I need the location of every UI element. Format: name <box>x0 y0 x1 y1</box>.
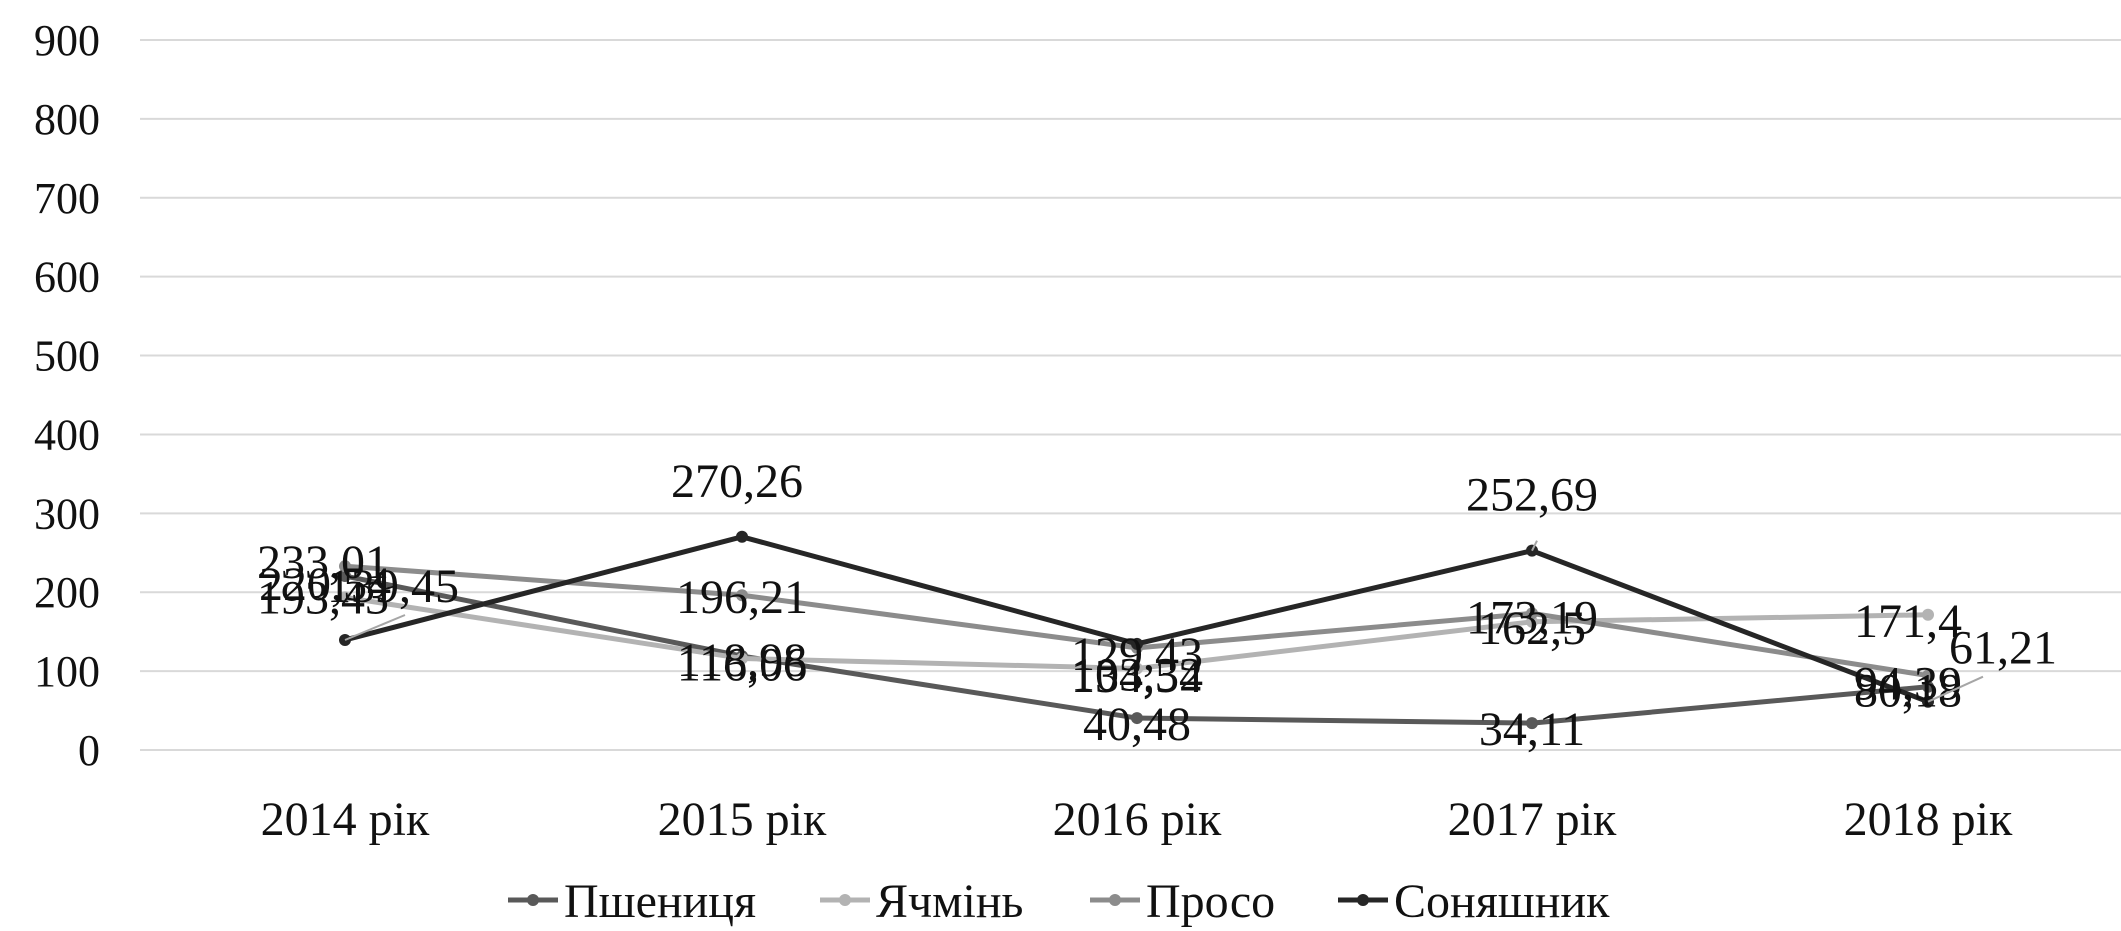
y-tick-label: 900 <box>34 16 100 65</box>
data-point <box>1526 615 1538 628</box>
data-label: 61,21 <box>1949 622 2057 675</box>
legend-item: Соняшник <box>1338 875 1610 928</box>
legend: Пшениця Ячмінь Просо Соняшник <box>508 875 1610 928</box>
data-label: 173,19 <box>1466 591 1598 644</box>
legend-label: Ячмінь <box>876 875 1023 928</box>
y-tick-label: 700 <box>34 174 100 223</box>
y-axis: 0 100 200 300 400 500 600 700 800 900 <box>34 16 100 775</box>
data-point <box>1922 669 1934 682</box>
y-tick-label: 300 <box>34 489 100 538</box>
data-point <box>1131 662 1143 675</box>
data-label: 220,54 <box>259 558 391 611</box>
gridlines <box>140 39 2121 751</box>
y-tick-label: 200 <box>34 568 100 617</box>
data-point <box>1131 637 1143 650</box>
data-point <box>339 560 351 573</box>
legend-label: Просо <box>1146 875 1275 928</box>
label-leader-line <box>1927 675 1984 703</box>
legend-marker <box>527 894 539 906</box>
data-point <box>1922 608 1934 621</box>
y-tick-label: 100 <box>34 647 100 696</box>
y-tick-label: 400 <box>34 410 100 459</box>
data-label: 103,32 <box>1071 648 1203 701</box>
data-label: 134,54 <box>1071 650 1203 703</box>
data-label: 80,18 <box>1854 665 1962 718</box>
data-point <box>1526 717 1538 730</box>
series <box>339 530 1934 730</box>
data-label: 162,5 <box>1478 602 1586 655</box>
data-point <box>1922 680 1934 693</box>
data-label: 34,11 <box>1479 703 1585 756</box>
data-label: 139,45 <box>327 560 459 613</box>
data-label: 129,43 <box>1071 628 1203 681</box>
x-tick-label: 2014 рік <box>261 793 430 846</box>
data-label: 252,69 <box>1466 469 1598 522</box>
x-tick-label: 2017 рік <box>1448 793 1617 846</box>
data-label: 116,06 <box>677 638 807 691</box>
legend-item: Пшениця <box>508 875 756 928</box>
y-tick-label: 500 <box>34 332 100 381</box>
y-tick-label: 800 <box>34 95 100 144</box>
data-point <box>736 530 748 543</box>
data-label: 171,4 <box>1854 595 1962 648</box>
y-tick-label: 0 <box>78 726 100 775</box>
data-label: 118,98 <box>677 634 807 687</box>
data-point <box>339 591 351 604</box>
legend-label: Соняшник <box>1394 875 1610 928</box>
series-1 <box>339 591 1934 675</box>
x-tick-label: 2018 рік <box>1844 793 2013 846</box>
y-tick-label: 600 <box>34 253 100 302</box>
x-axis: 2014 рік 2015 рік 2016 рік 2017 рік 2018 рік <box>261 793 2013 846</box>
legend-marker <box>1109 894 1121 906</box>
data-label: 40,48 <box>1083 698 1191 751</box>
legend-marker <box>1357 894 1369 906</box>
data-label: 193,43 <box>257 571 389 624</box>
legend-item: Просо <box>1090 875 1275 928</box>
data-point <box>736 652 748 665</box>
x-tick-label: 2016 рік <box>1053 793 1222 846</box>
data-label: 270,26 <box>671 455 803 508</box>
label-leader-line <box>1531 540 1538 552</box>
data-label: 233,01 <box>257 536 389 589</box>
legend-item: Ячмінь <box>820 875 1023 928</box>
label-leader-line <box>344 614 406 641</box>
data-label: 94,39 <box>1854 658 1962 711</box>
data-labels: 220,54 118,98 40,48 34,11 80,18 193,43 116,06 1… <box>257 455 2057 756</box>
legend-label: Пшениця <box>564 875 756 928</box>
x-tick-label: 2015 рік <box>658 793 827 846</box>
data-label: 196,21 <box>676 571 808 624</box>
data-point <box>1131 712 1143 725</box>
data-point <box>339 570 351 583</box>
data-point <box>736 589 748 602</box>
data-point <box>1526 607 1538 620</box>
legend-marker <box>839 894 851 906</box>
